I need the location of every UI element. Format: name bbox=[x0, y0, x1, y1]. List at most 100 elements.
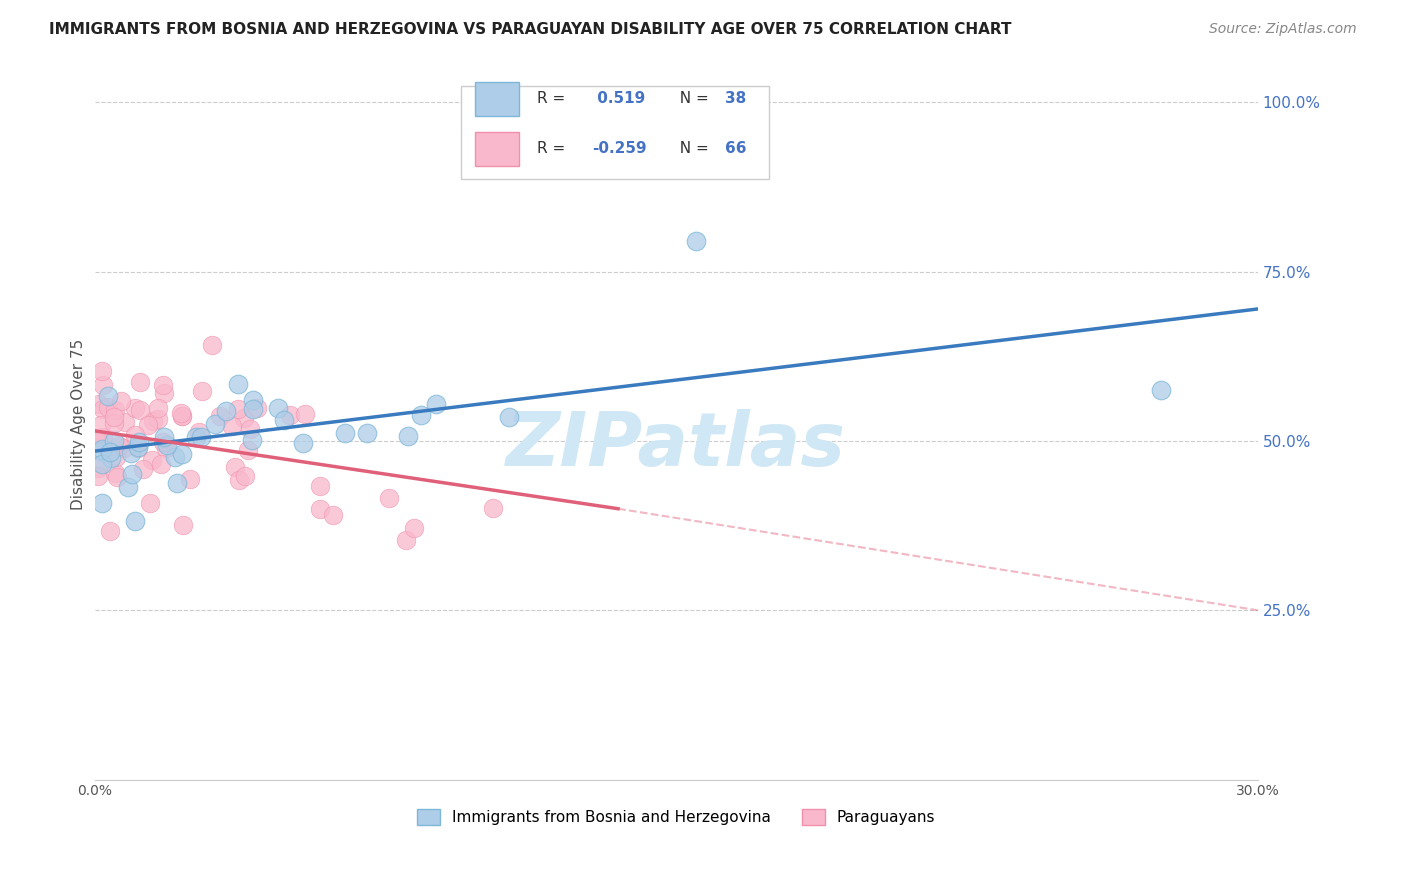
Point bbox=[136, 417, 159, 432]
Point bbox=[121, 467, 143, 481]
Point bbox=[152, 430, 174, 444]
Point bbox=[170, 447, 193, 461]
Point bbox=[87, 434, 110, 449]
Point bbox=[309, 502, 332, 516]
Point bbox=[90, 364, 112, 378]
Text: R =: R = bbox=[537, 91, 569, 106]
Point bbox=[187, 425, 209, 439]
Point bbox=[104, 403, 127, 417]
Point bbox=[232, 410, 254, 425]
Point bbox=[124, 514, 146, 528]
Point bbox=[335, 425, 357, 440]
Point bbox=[221, 418, 243, 433]
Point bbox=[170, 409, 193, 423]
Y-axis label: Disability Age Over 75: Disability Age Over 75 bbox=[72, 338, 86, 509]
Point bbox=[103, 409, 125, 424]
Point bbox=[228, 473, 250, 487]
Point bbox=[322, 508, 344, 522]
Point bbox=[242, 393, 264, 408]
Point bbox=[91, 442, 114, 457]
Point bbox=[87, 397, 110, 411]
Point bbox=[204, 417, 226, 431]
Point bbox=[166, 476, 188, 491]
Point bbox=[1150, 383, 1173, 397]
Point bbox=[246, 401, 269, 416]
Point bbox=[128, 403, 150, 417]
Point bbox=[152, 435, 174, 450]
Point bbox=[132, 462, 155, 476]
Point bbox=[224, 460, 246, 475]
Point bbox=[142, 414, 165, 428]
Point bbox=[141, 452, 163, 467]
Point bbox=[97, 400, 120, 414]
Point bbox=[163, 450, 186, 465]
Text: N =: N = bbox=[671, 141, 714, 156]
FancyBboxPatch shape bbox=[475, 132, 519, 166]
Point bbox=[233, 469, 256, 483]
Point bbox=[201, 338, 224, 352]
Point bbox=[91, 444, 114, 458]
Point bbox=[127, 440, 149, 454]
Point bbox=[396, 429, 419, 443]
Point bbox=[152, 385, 174, 400]
Point bbox=[240, 433, 263, 447]
Point bbox=[124, 401, 146, 415]
Point bbox=[309, 479, 332, 493]
Point bbox=[128, 375, 150, 389]
Point bbox=[172, 409, 194, 423]
Point bbox=[98, 524, 121, 538]
Text: 0.519: 0.519 bbox=[592, 91, 645, 106]
Point bbox=[179, 472, 201, 486]
Point bbox=[170, 406, 193, 420]
Point bbox=[239, 422, 262, 436]
Point bbox=[103, 434, 125, 449]
Point bbox=[104, 450, 127, 465]
Point bbox=[90, 418, 112, 433]
Point bbox=[98, 445, 121, 459]
Point bbox=[104, 466, 127, 480]
Text: Source: ZipAtlas.com: Source: ZipAtlas.com bbox=[1209, 22, 1357, 37]
Point bbox=[184, 430, 207, 444]
Point bbox=[100, 451, 122, 466]
Text: ZIPatlas: ZIPatlas bbox=[506, 409, 846, 482]
Text: N =: N = bbox=[671, 91, 714, 106]
Point bbox=[114, 415, 136, 429]
Point bbox=[267, 401, 290, 416]
Point bbox=[273, 412, 295, 426]
Point bbox=[120, 446, 142, 460]
Point bbox=[110, 393, 132, 408]
Point bbox=[97, 389, 120, 403]
Point bbox=[91, 496, 114, 510]
Point bbox=[215, 404, 238, 418]
Point bbox=[108, 439, 131, 453]
Point bbox=[103, 417, 125, 431]
Point bbox=[91, 377, 114, 392]
Point bbox=[208, 409, 231, 424]
Point bbox=[404, 520, 426, 534]
Point bbox=[425, 397, 447, 411]
Text: -0.259: -0.259 bbox=[592, 141, 647, 156]
Point bbox=[139, 496, 162, 510]
Point bbox=[150, 457, 173, 471]
Point bbox=[112, 441, 135, 455]
Point bbox=[91, 430, 114, 444]
Point bbox=[146, 401, 169, 415]
FancyBboxPatch shape bbox=[461, 87, 769, 178]
Text: IMMIGRANTS FROM BOSNIA AND HERZEGOVINA VS PARAGUAYAN DISABILITY AGE OVER 75 CORR: IMMIGRANTS FROM BOSNIA AND HERZEGOVINA V… bbox=[49, 22, 1012, 37]
Point bbox=[87, 433, 110, 447]
Text: R =: R = bbox=[537, 141, 569, 156]
Point bbox=[409, 408, 432, 422]
Point bbox=[242, 402, 264, 417]
Point bbox=[498, 410, 520, 425]
Point bbox=[156, 438, 179, 452]
Point bbox=[238, 443, 260, 458]
Point bbox=[128, 434, 150, 449]
FancyBboxPatch shape bbox=[475, 82, 519, 116]
Point bbox=[146, 412, 169, 426]
Point bbox=[172, 517, 194, 532]
Point bbox=[226, 402, 249, 417]
Point bbox=[378, 491, 401, 506]
Point bbox=[152, 378, 174, 392]
Point bbox=[278, 408, 301, 422]
Point bbox=[395, 533, 418, 547]
